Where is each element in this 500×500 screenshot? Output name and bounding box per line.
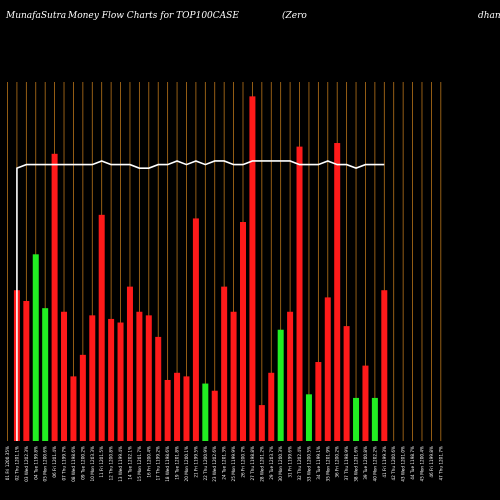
bar [174,372,181,441]
x-tick-label: 16 Fri 1200.4% [146,446,151,478]
x-tick-label: 44 Tue 1198.7% [410,446,415,480]
x-tick-label: 24 Tue 1201.3% [222,446,227,480]
bar [51,153,58,442]
bar [98,214,105,441]
bar [61,311,68,441]
x-tick-label: 18 Wed 1198.6% [165,446,170,482]
x-tick-label: 37 Thu 1198.9% [344,446,349,481]
bar [277,329,284,441]
chart-title-site: MunafaSutra [5,11,66,21]
x-tick-label: 42 Thu 1200.6% [391,446,396,481]
bar [343,326,350,441]
bar [334,143,341,441]
flow-line-layer [16,160,385,441]
bar [32,254,39,441]
x-tick-label: 46 Fri 1199.8% [429,446,434,478]
bar [117,322,124,441]
bar [249,96,256,442]
x-tick-label: 29 Tue 1203.7% [269,446,274,480]
x-tick-label: 06 Fri 1201.4% [52,446,57,478]
bar [211,390,218,441]
x-tick-label: 07 Thu 1199.7% [62,446,67,481]
x-tick-label: 25 Mon 1199.9% [231,446,236,481]
bar [268,372,275,441]
bar [145,315,152,441]
x-tick-label: 33 Wed 1200.5% [306,446,311,482]
bar [362,365,369,441]
x-tick-label: 09 Tue 1200.2% [80,446,85,480]
chart-subtitle-left: (Zero [282,10,307,21]
x-tick-label: 15 Mon 1201.7% [137,446,142,481]
x-tick-label: 20 Mon 1200.1% [184,446,189,481]
bar [324,297,331,441]
bar [287,311,294,441]
bar [240,222,246,441]
x-tick-label: 23 Wed 1202.6% [212,446,217,482]
x-tick-label: 31 Fri 1199.6% [288,446,293,478]
bar [371,397,378,441]
x-tick-label: 34 Tue 1199.1% [316,446,321,480]
x-tick-label: 22 Thu 1200.9% [203,446,208,481]
bar [23,300,30,441]
x-tick-label: 03 Wed 1202.3% [24,446,29,482]
x-tick-label: 39 Tue 1200.8% [363,446,368,480]
bar [126,286,133,441]
bar [381,290,388,441]
x-tick-label: 45 Mon 1200.4% [419,446,424,481]
bar [108,318,115,441]
x-tick-label: 36 Fri 1200.2% [335,446,340,478]
bar [42,308,49,441]
bar [136,311,143,441]
bar [192,218,199,441]
bar [315,362,322,441]
bar [202,383,209,441]
x-tick-label: 21 Fri 1199.5% [193,446,198,478]
x-tick-label: 02 Thu 1201.1% [14,446,19,481]
x-tick-label: 10 Mon 1203.3% [90,446,95,481]
x-tick-label: 08 Wed 1198.6% [71,446,76,482]
bar [155,336,162,441]
x-tick-label: 32 Thu 1202.4% [297,446,302,481]
money-flow-line [16,160,385,441]
bars [13,96,388,442]
x-tick-label: 30 Mon 1200.3% [278,446,283,481]
x-tick-label: 35 Mon 1201.9% [325,446,330,481]
bar [89,315,96,441]
bar [79,354,86,441]
bar [70,376,77,441]
bar [296,146,303,441]
x-tick-label: 05 Mon 1200.6% [43,446,48,481]
x-tick-label: 01 Fri 1200.35% [5,446,10,480]
bar [230,311,237,441]
bar [164,379,171,441]
bar [305,394,312,441]
x-tick-label: 47 Thu 1201.7% [438,446,443,481]
x-tick-label: 40 Mon 1202.2% [372,446,377,481]
x-tick-label: 41 Fri 1199.3% [382,446,387,478]
bar [353,397,360,441]
x-tick-label: 12 Thu 1200.8% [109,446,114,481]
chart-subtitle-right: dhan [478,11,500,21]
x-tick-label: 28 Wed 1201.2% [259,446,264,482]
x-tick-label: 11 Fri 1201.5% [99,446,104,478]
x-tick-label: 43 Wed 1201.0% [401,446,406,482]
bar [258,405,265,441]
x-tick-label: 04 Tue 1199.8% [33,446,38,480]
x-tick-label: 19 Tue 1201.8% [175,446,180,480]
x-tick-label: 13 Wed 1199.4% [118,446,123,482]
x-tick-labels: 01 Fri 1200.35% 02 Thu 1201.1% 03 Wed 1202… [5,446,443,482]
x-tick-label: 27 Thu 1198.8% [250,446,255,481]
bar [221,286,228,441]
x-tick-label: 14 Tue 1202.1% [127,446,132,480]
x-tick-label: 26 Fri 1200.7% [241,446,246,478]
bar [183,376,190,441]
x-tick-label: 38 Wed 1201.6% [354,446,359,482]
x-tick-label: 17 Thu 1199.2% [156,446,161,481]
chart-title: Money Flow Charts for TOP100CASE [67,11,239,21]
